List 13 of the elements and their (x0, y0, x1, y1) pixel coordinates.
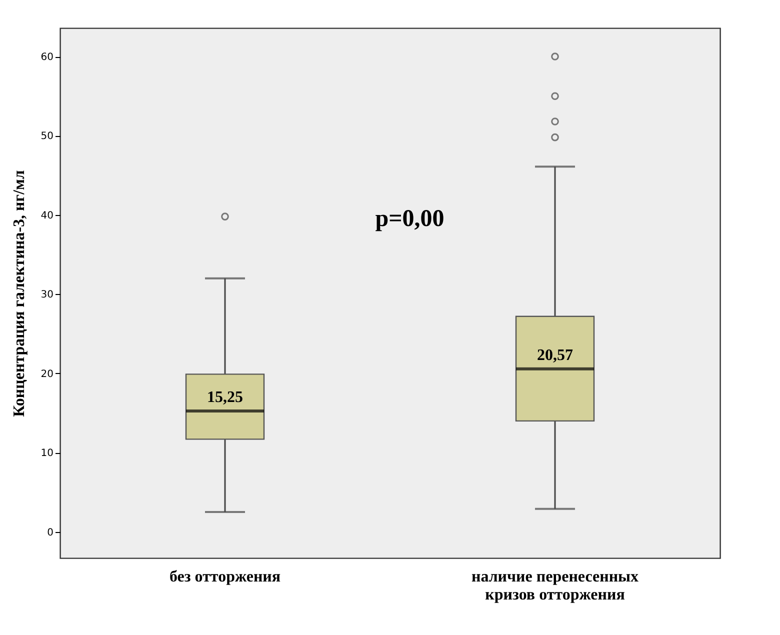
y-tick-label: 50 (40, 131, 54, 142)
annotation: 15,25 (207, 389, 243, 406)
y-tick-label: 40 (40, 210, 54, 222)
y-tick-label: 60 (40, 52, 54, 64)
annotation: 20,57 (537, 346, 573, 364)
y-tick-label: 30 (40, 290, 54, 301)
y-tick-label: 20 (40, 368, 54, 380)
annotation: p=0,00 (375, 206, 444, 232)
y-axis-title: Концентрация галектина-3, нг/мл (10, 170, 28, 417)
x-tick-label: без отторжения (169, 568, 281, 586)
x-tick-label: наличие перенесенных кризов отторжения (471, 568, 639, 604)
y-tick-label: 10 (40, 448, 54, 460)
y-tick-label: 0 (47, 527, 54, 538)
